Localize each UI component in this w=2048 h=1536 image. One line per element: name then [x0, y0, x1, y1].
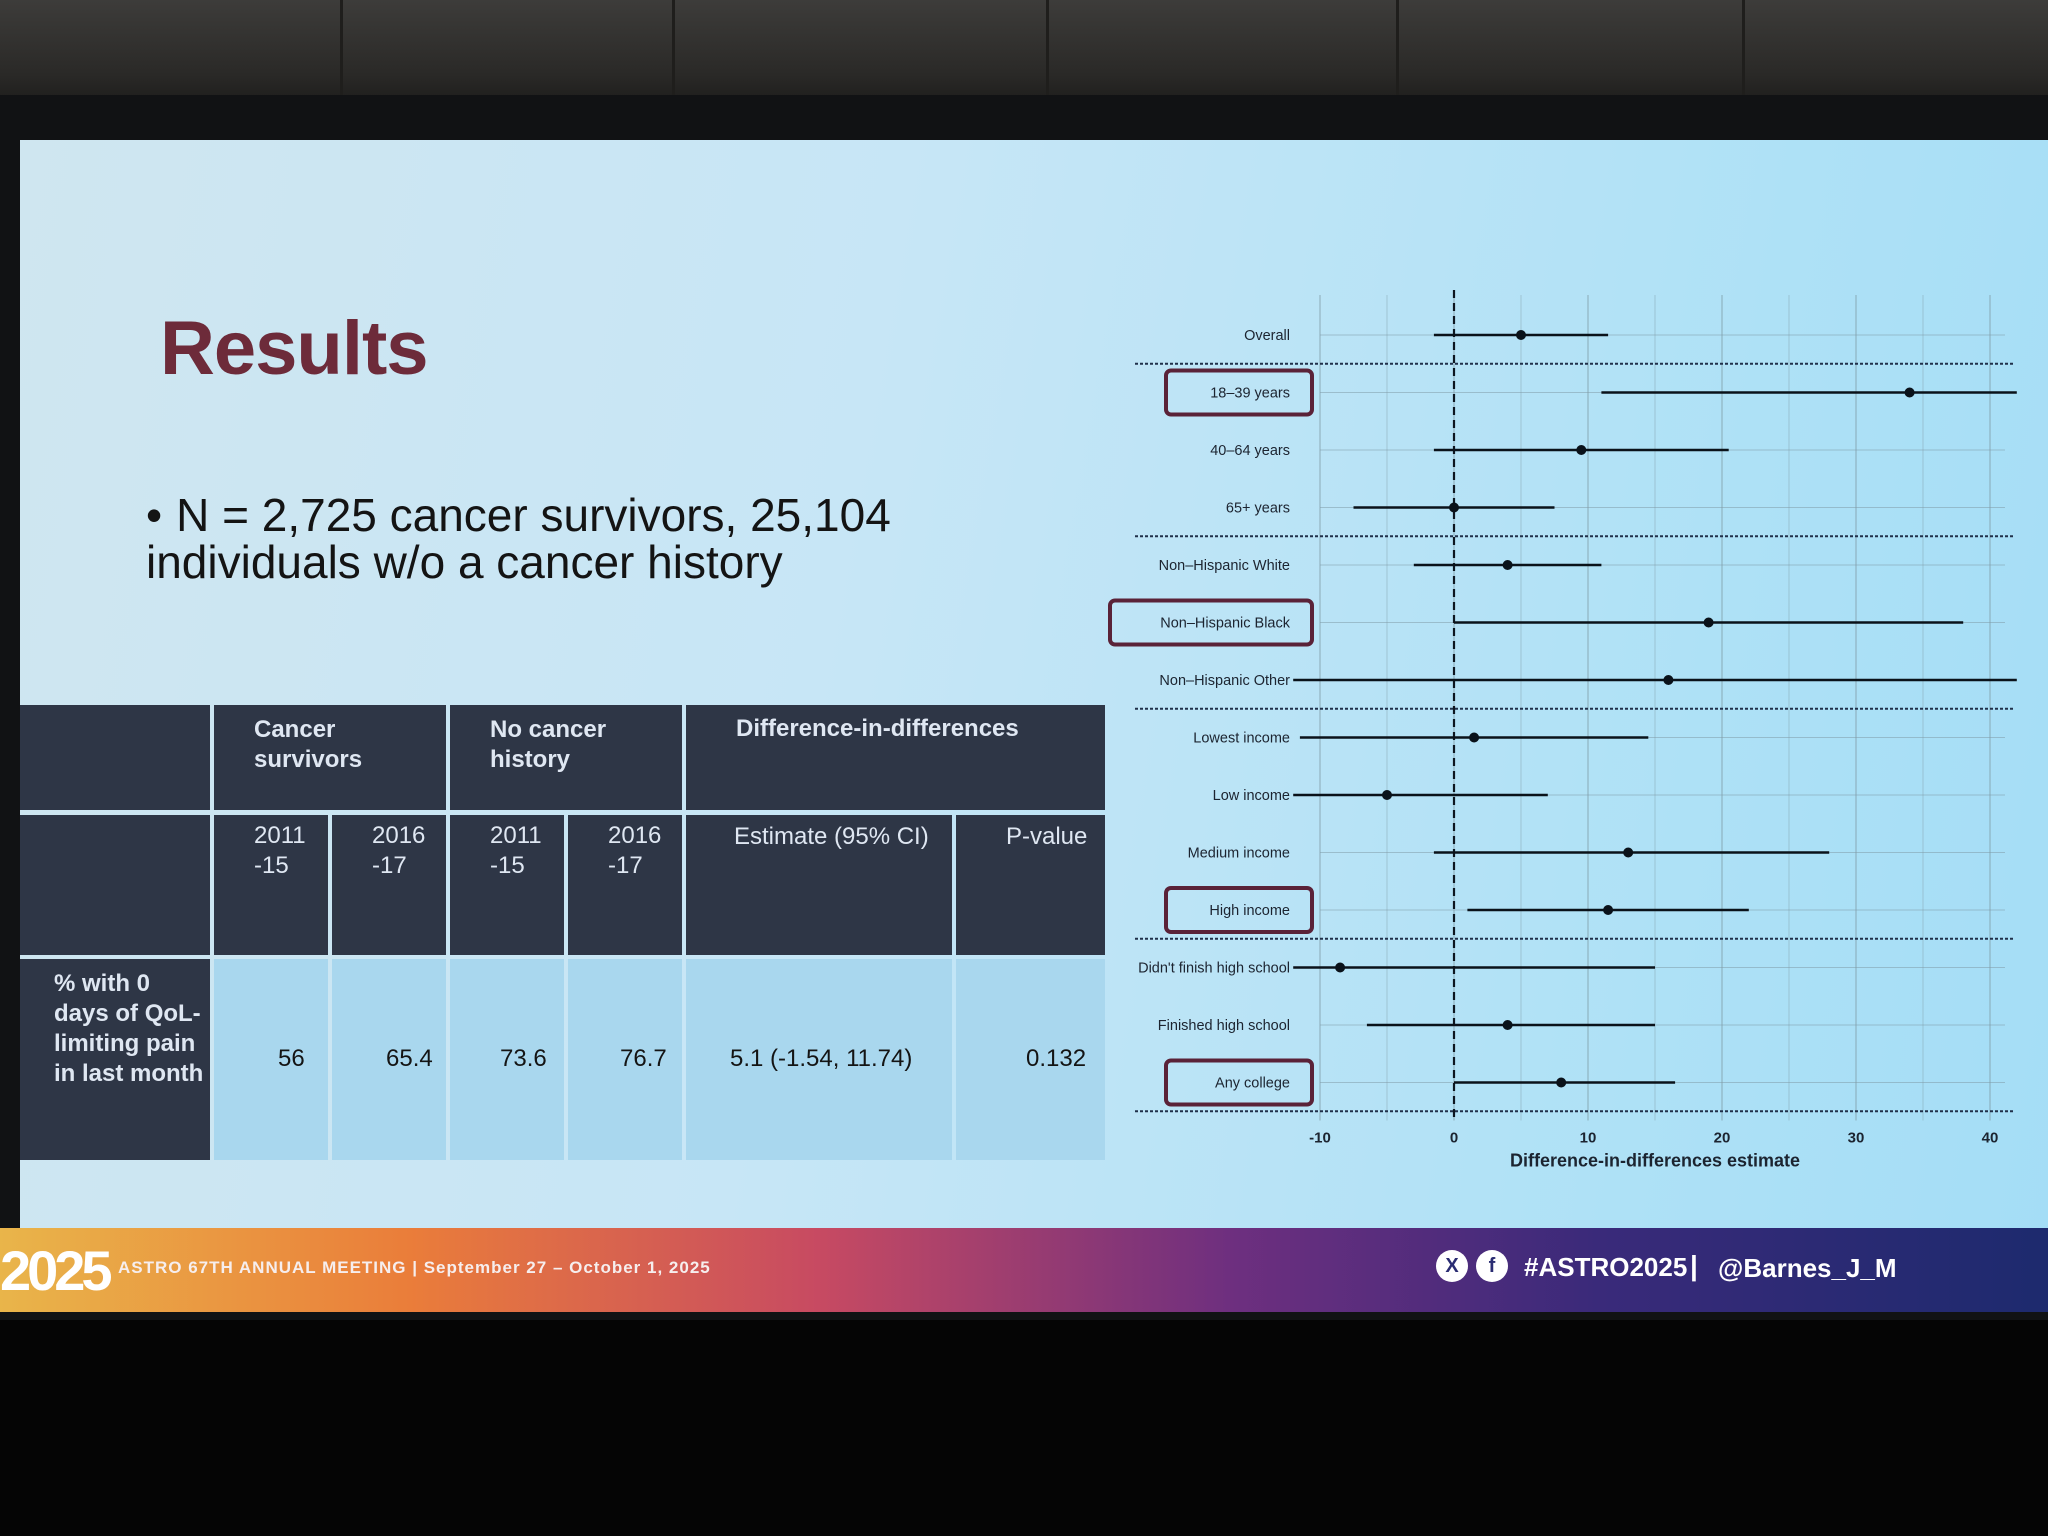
table-subheader: Estimate (95% CI) [686, 815, 952, 955]
point-estimate-marker [1556, 1077, 1567, 1088]
table-group-header: No cancer history [450, 705, 682, 810]
x-tick-label: -10 [1309, 1130, 1331, 1147]
table-cell: 0.132 [956, 959, 1105, 1160]
bullet-dot-icon: • [146, 489, 163, 541]
ceiling-seam [340, 0, 343, 105]
conference-footer: 2025 ASTRO 67TH ANNUAL MEETING | Septemb… [0, 1228, 2048, 1312]
table-group-header: Cancer survivors [214, 705, 446, 810]
row-label: 40–64 years [1210, 443, 1290, 459]
point-estimate-marker [1335, 962, 1346, 973]
bullet-text: N = 2,725 cancer survivors, 25,104 indiv… [146, 489, 891, 588]
ceiling-seam [1396, 0, 1399, 105]
x-axis-title: Difference-in-differences estimate [1510, 1151, 1800, 1171]
table-cell: 73.6 [450, 959, 564, 1160]
facebook-icon: f [1476, 1250, 1508, 1282]
presenter-handle: @Barnes_J_M [1718, 1253, 1897, 1283]
table-subheader: 2011 -15 [450, 815, 564, 955]
table-corner-cell [20, 705, 210, 810]
table-cell: 76.7 [568, 959, 682, 1160]
point-estimate-marker [1663, 675, 1674, 685]
table-row-label: % with 0 days of QoL-limiting pain in la… [20, 959, 210, 1160]
table-group-header: Difference-in-differences [686, 705, 1105, 810]
point-estimate-marker [1603, 905, 1614, 915]
row-label: Overall [1244, 328, 1290, 344]
bullet-point: • N = 2,725 cancer survivors, 25,104 indi… [146, 492, 906, 586]
table-subheader: 2016 -17 [568, 815, 682, 955]
point-estimate-marker [1623, 847, 1634, 858]
row-label: 18–39 years [1210, 386, 1290, 402]
results-table: Cancer survivors No cancer history Diffe… [20, 705, 1105, 1160]
x-tick-label: 20 [1714, 1130, 1731, 1147]
point-estimate-marker [1576, 445, 1587, 455]
point-estimate-marker [1502, 1020, 1513, 1030]
row-label: Medium income [1188, 846, 1290, 862]
row-label: Non–Hispanic Other [1159, 673, 1290, 689]
room-floor-dark [0, 1320, 2048, 1536]
table-cell: 65.4 [332, 959, 446, 1160]
point-estimate-marker [1449, 502, 1459, 513]
conference-hashtag: #ASTRO2025 [1524, 1252, 1688, 1282]
x-icon: X [1436, 1250, 1468, 1282]
astro-2025-logo: 2025 [0, 1239, 113, 1302]
row-label: Didn't finish high school [1138, 961, 1290, 977]
ceiling-seam [1742, 0, 1745, 105]
point-estimate-marker [1904, 387, 1915, 398]
table-subheader: 2016 -17 [332, 815, 446, 955]
table-subheader: 2011 -15 [214, 815, 328, 955]
row-label: Finished high school [1158, 1018, 1290, 1034]
row-label: Non–Hispanic Black [1160, 616, 1291, 632]
table-cell: 5.1 (-1.54, 11.74) [686, 959, 952, 1160]
ceiling-seam [1046, 0, 1049, 105]
row-label: Non–Hispanic White [1159, 558, 1290, 574]
highlight-box [1108, 598, 1314, 647]
x-tick-label: 10 [1580, 1130, 1597, 1147]
point-estimate-marker [1469, 732, 1480, 743]
forest-plot: Overall 18–39 years 40–64 years 65+ years No… [1108, 290, 2017, 1171]
row-label: Any college [1215, 1076, 1290, 1092]
point-estimate-marker [1703, 617, 1714, 628]
highlight-box [1164, 368, 1314, 417]
highlight-box [1164, 886, 1314, 934]
point-estimate-marker [1516, 330, 1526, 340]
ceiling-seam [672, 0, 675, 105]
slide-title: Results [160, 306, 429, 391]
point-estimate-marker [1382, 790, 1392, 800]
x-tick-label: 40 [1982, 1130, 1999, 1147]
row-label: Low income [1213, 788, 1290, 804]
row-label: High income [1209, 903, 1290, 919]
table-cell: 56 [214, 959, 328, 1160]
point-estimate-marker [1502, 560, 1513, 570]
x-tick-label: 0 [1450, 1130, 1458, 1147]
row-label: Lowest income [1193, 731, 1290, 747]
table-subheader: P-value [956, 815, 1105, 955]
meeting-info: ASTRO 67TH ANNUAL MEETING | September 27… [118, 1258, 711, 1277]
highlight-box [1164, 1058, 1314, 1107]
footer-separator: | [1690, 1250, 1698, 1281]
table-corner-cell [20, 815, 210, 955]
row-label: 65+ years [1226, 501, 1290, 517]
x-tick-label: 30 [1848, 1130, 1865, 1147]
